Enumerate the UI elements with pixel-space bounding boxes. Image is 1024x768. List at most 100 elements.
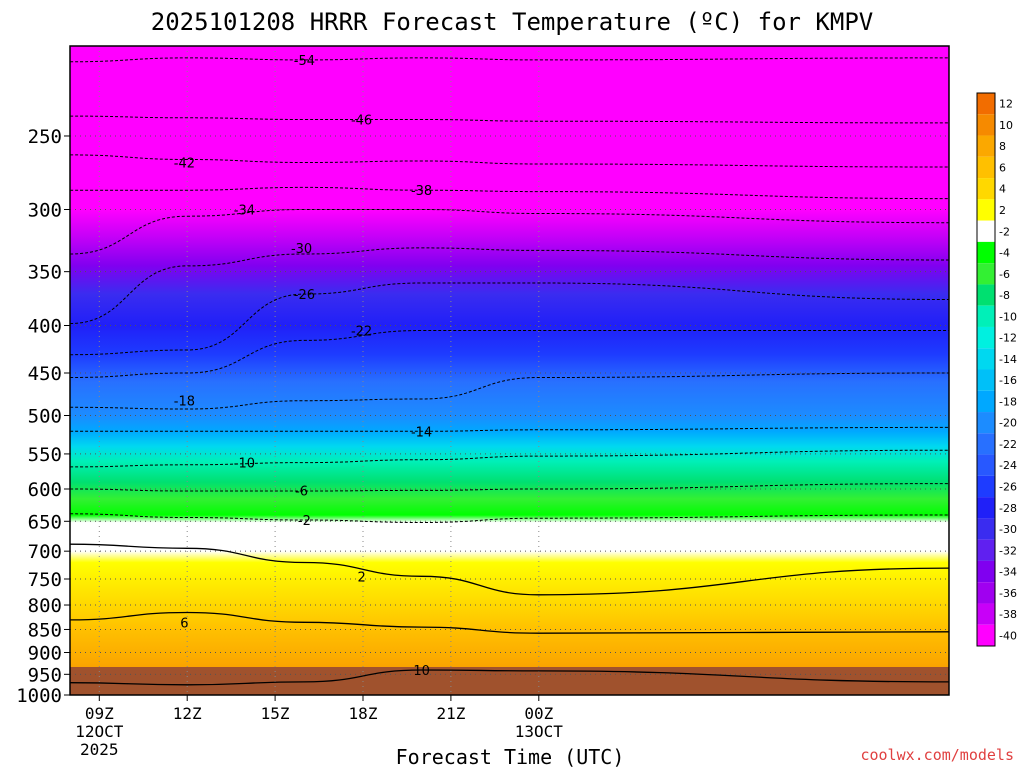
colorbar-label: 2 bbox=[999, 204, 1006, 217]
isotherm-line bbox=[70, 115, 949, 124]
x-tick-label: 21Z bbox=[436, 704, 465, 723]
isotherm-label: 6 bbox=[180, 616, 188, 631]
isotherm-label: -6 bbox=[295, 484, 308, 499]
isotherm-line bbox=[70, 449, 949, 468]
colorbar-label: -28 bbox=[999, 502, 1017, 515]
colorbar-swatch bbox=[977, 178, 995, 200]
colorbar-label: -22 bbox=[999, 438, 1017, 451]
isotherm-line bbox=[70, 186, 949, 200]
isotherm-line bbox=[70, 669, 949, 686]
isotherm-label: 10 bbox=[413, 664, 430, 679]
colorbar-label: -38 bbox=[999, 608, 1017, 621]
colorbar-swatch bbox=[977, 199, 995, 221]
colorbar-swatch bbox=[977, 518, 995, 540]
x-axis-label: Forecast Time (UTC) bbox=[396, 745, 625, 768]
colorbar-label: -4 bbox=[999, 247, 1010, 260]
colorbar-legend: 12 10 8 6 4 2 -2 -4 -6 -8 -10 -12 -14 -16 -18 -20 -22 -24… bbox=[976, 92, 1017, 647]
colorbar-swatch bbox=[977, 156, 995, 179]
isotherm-label: -34 bbox=[234, 204, 255, 219]
colorbar-swatch bbox=[977, 539, 995, 561]
colorbar-label: -30 bbox=[999, 523, 1017, 536]
isotherm-label: -42 bbox=[174, 157, 195, 172]
isotherm-label: -54 bbox=[294, 54, 315, 69]
colorbar-label: 6 bbox=[999, 161, 1006, 174]
y-tick-label: 750 bbox=[28, 569, 62, 591]
isotherm-label: -2 bbox=[298, 514, 311, 529]
colorbar-label: -8 bbox=[999, 289, 1010, 302]
plot-frame bbox=[69, 45, 950, 696]
y-axis: 2503003504004505005506006507007508008509… bbox=[16, 126, 70, 707]
y-tick-label: 300 bbox=[28, 200, 62, 222]
y-tick-label: 400 bbox=[28, 316, 62, 338]
colorbar-swatch bbox=[977, 93, 995, 115]
colorbar-label: 10 bbox=[999, 119, 1013, 132]
y-tick-label: 1000 bbox=[16, 685, 62, 707]
grid-lines bbox=[70, 46, 949, 695]
colorbar-swatch bbox=[977, 390, 995, 413]
isotherm-line bbox=[70, 426, 949, 432]
x-tick-label: 18Z bbox=[349, 704, 378, 723]
colorbar-label: -34 bbox=[999, 566, 1017, 579]
colorbar-swatch bbox=[977, 326, 995, 349]
colorbar-label: -10 bbox=[999, 310, 1017, 323]
isotherm-label: -10 bbox=[234, 457, 255, 472]
y-tick-label: 700 bbox=[28, 541, 62, 563]
isotherm-line bbox=[70, 329, 949, 378]
colorbar-swatch bbox=[977, 560, 995, 583]
isotherm-label: 2 bbox=[357, 570, 365, 585]
isotherm-line bbox=[70, 543, 949, 596]
colorbar-swatch bbox=[977, 497, 995, 519]
plot-area: -54-46-42-38-34-30-26-22-18-14-10-6-2261… bbox=[70, 46, 949, 695]
y-tick-label: 950 bbox=[28, 664, 62, 686]
isotherm-line bbox=[70, 513, 949, 524]
colorbar-label: -40 bbox=[999, 629, 1017, 642]
colorbar-swatch bbox=[977, 582, 995, 604]
isotherm-label: -30 bbox=[291, 242, 312, 257]
isotherm-line bbox=[70, 154, 949, 168]
temperature-field bbox=[70, 46, 949, 695]
y-tick-label: 250 bbox=[28, 126, 62, 148]
colorbar-swatch bbox=[977, 433, 995, 455]
isotherm-line bbox=[70, 372, 949, 410]
colorbar-swatch bbox=[977, 624, 995, 646]
isotherm-line bbox=[70, 611, 949, 634]
y-tick-label: 350 bbox=[28, 262, 62, 284]
x-tick-label: 09Z bbox=[85, 704, 114, 723]
y-tick-label: 800 bbox=[28, 595, 62, 617]
colorbar-swatch bbox=[977, 603, 995, 625]
colorbar-label: -24 bbox=[999, 459, 1017, 472]
colorbar-swatch bbox=[977, 220, 995, 242]
colorbar-label: -32 bbox=[999, 544, 1017, 557]
x-tick-label: 15Z bbox=[261, 704, 290, 723]
y-tick-label: 550 bbox=[28, 444, 62, 466]
isotherm-line bbox=[70, 483, 949, 492]
colorbar-frame bbox=[976, 92, 996, 647]
colorbar-label: -18 bbox=[999, 395, 1017, 408]
colorbar-label: -2 bbox=[999, 225, 1010, 238]
isotherm-lines: -54-46-42-38-34-30-26-22-18-14-10-6-2261… bbox=[70, 54, 949, 686]
credit-text: coolwx.com/models bbox=[860, 746, 1014, 764]
colorbar-swatch bbox=[977, 348, 995, 370]
y-tick-label: 850 bbox=[28, 619, 62, 641]
surface-band bbox=[70, 667, 949, 695]
x-tick-label: 00Z bbox=[524, 704, 553, 723]
isotherm-label: -18 bbox=[174, 395, 195, 410]
colorbar-label: -16 bbox=[999, 374, 1017, 387]
isotherm-line bbox=[70, 247, 949, 324]
y-tick-label: 600 bbox=[28, 479, 62, 501]
chart-title: 2025101208 HRRR Forecast Temperature (ºC… bbox=[151, 8, 873, 36]
x-tick-label: 2025 bbox=[80, 740, 119, 759]
colorbar-swatch bbox=[977, 241, 995, 264]
y-tick-label: 900 bbox=[28, 643, 62, 665]
colorbar-label: -36 bbox=[999, 587, 1017, 600]
colorbar-label: -14 bbox=[999, 353, 1017, 366]
colorbar-label: -20 bbox=[999, 417, 1017, 430]
colorbar-swatch bbox=[977, 454, 995, 476]
isotherm-line bbox=[70, 57, 949, 63]
y-tick-label: 650 bbox=[28, 511, 62, 533]
colorbar-swatch bbox=[977, 135, 995, 157]
isotherm-line bbox=[70, 282, 949, 356]
isotherm-label: -46 bbox=[351, 114, 372, 129]
colorbar-swatch bbox=[977, 263, 995, 285]
